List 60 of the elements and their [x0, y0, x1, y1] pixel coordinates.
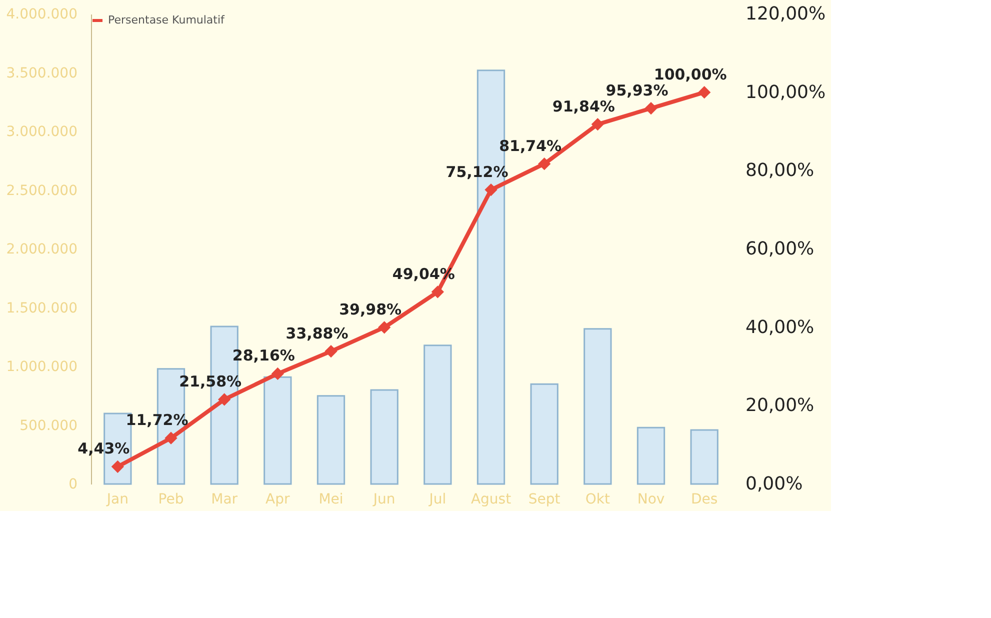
y-tick-label: 3.000.000	[6, 124, 78, 140]
y2-tick-label: 80,00%	[746, 160, 814, 182]
point	[644, 102, 658, 115]
data-label: 28,16%	[232, 346, 295, 365]
x-tick-label: Nov	[637, 492, 665, 508]
x-tick-label: Jul	[428, 492, 446, 508]
point	[324, 344, 338, 358]
data-label: 11,72%	[126, 411, 188, 430]
x-tick-label: Mar	[211, 492, 238, 508]
point	[538, 158, 551, 170]
bar	[530, 383, 558, 485]
y2-tick-label: 100,00%	[746, 82, 826, 103]
y-tick-label: 3.500.000	[6, 65, 78, 82]
y-tick-label: 1.000.000	[6, 359, 78, 375]
data-label: 33,88%	[286, 324, 348, 342]
data-label: 100,00%	[654, 65, 727, 84]
bar	[690, 429, 718, 485]
y2-tick-label: 20,00%	[746, 395, 814, 416]
x-tick-label: Mei	[318, 492, 344, 508]
y-tick-label: 500.000	[20, 418, 78, 434]
y-tick-label: 2.000.000	[6, 242, 78, 258]
bar	[316, 395, 346, 485]
bar	[370, 389, 398, 485]
y-tick-label: 1.500.000	[6, 300, 78, 316]
data-label: 21,58%	[179, 372, 242, 390]
point	[698, 86, 711, 99]
point	[378, 321, 391, 334]
x-tick-label: Agust	[470, 492, 512, 508]
point	[484, 183, 498, 196]
point	[164, 432, 178, 444]
bar	[264, 376, 292, 485]
bar	[636, 426, 666, 485]
data-label: 39,98%	[339, 300, 402, 318]
point	[218, 393, 231, 406]
data-label: 95,93%	[606, 81, 668, 100]
bar	[424, 344, 452, 485]
y-tick-label: 0	[68, 476, 78, 492]
y2-tick-label: 40,00%	[746, 316, 814, 338]
y2-tick-label: 120,00%	[746, 4, 826, 24]
x-tick-label: Peb	[158, 492, 184, 508]
point	[591, 118, 604, 131]
x-tick-label: Des	[690, 492, 718, 508]
point	[431, 286, 444, 298]
text: Persentase Kumulatif	[108, 14, 226, 26]
data-label: 91,84%	[552, 97, 615, 116]
point	[111, 460, 124, 473]
y2-tick-label: 0,00%	[746, 474, 803, 494]
x-tick-label: Okt	[585, 492, 610, 508]
data-label: 81,74%	[499, 136, 562, 155]
y2-tick-label: 60,00%	[746, 238, 814, 260]
y-tick-label: 2.500.000	[6, 182, 78, 199]
data-label: 4,43%	[78, 440, 130, 458]
point	[271, 367, 284, 380]
y-tick-label: 4.000.000	[6, 6, 78, 22]
x-tick-label: Jan	[106, 492, 128, 508]
x-tick-label: Apr	[266, 492, 290, 508]
x-tick-label: Sept	[528, 492, 561, 508]
data-label: 75,12%	[446, 162, 508, 181]
bar	[584, 328, 612, 485]
x-tick-label: Jun	[372, 492, 396, 508]
